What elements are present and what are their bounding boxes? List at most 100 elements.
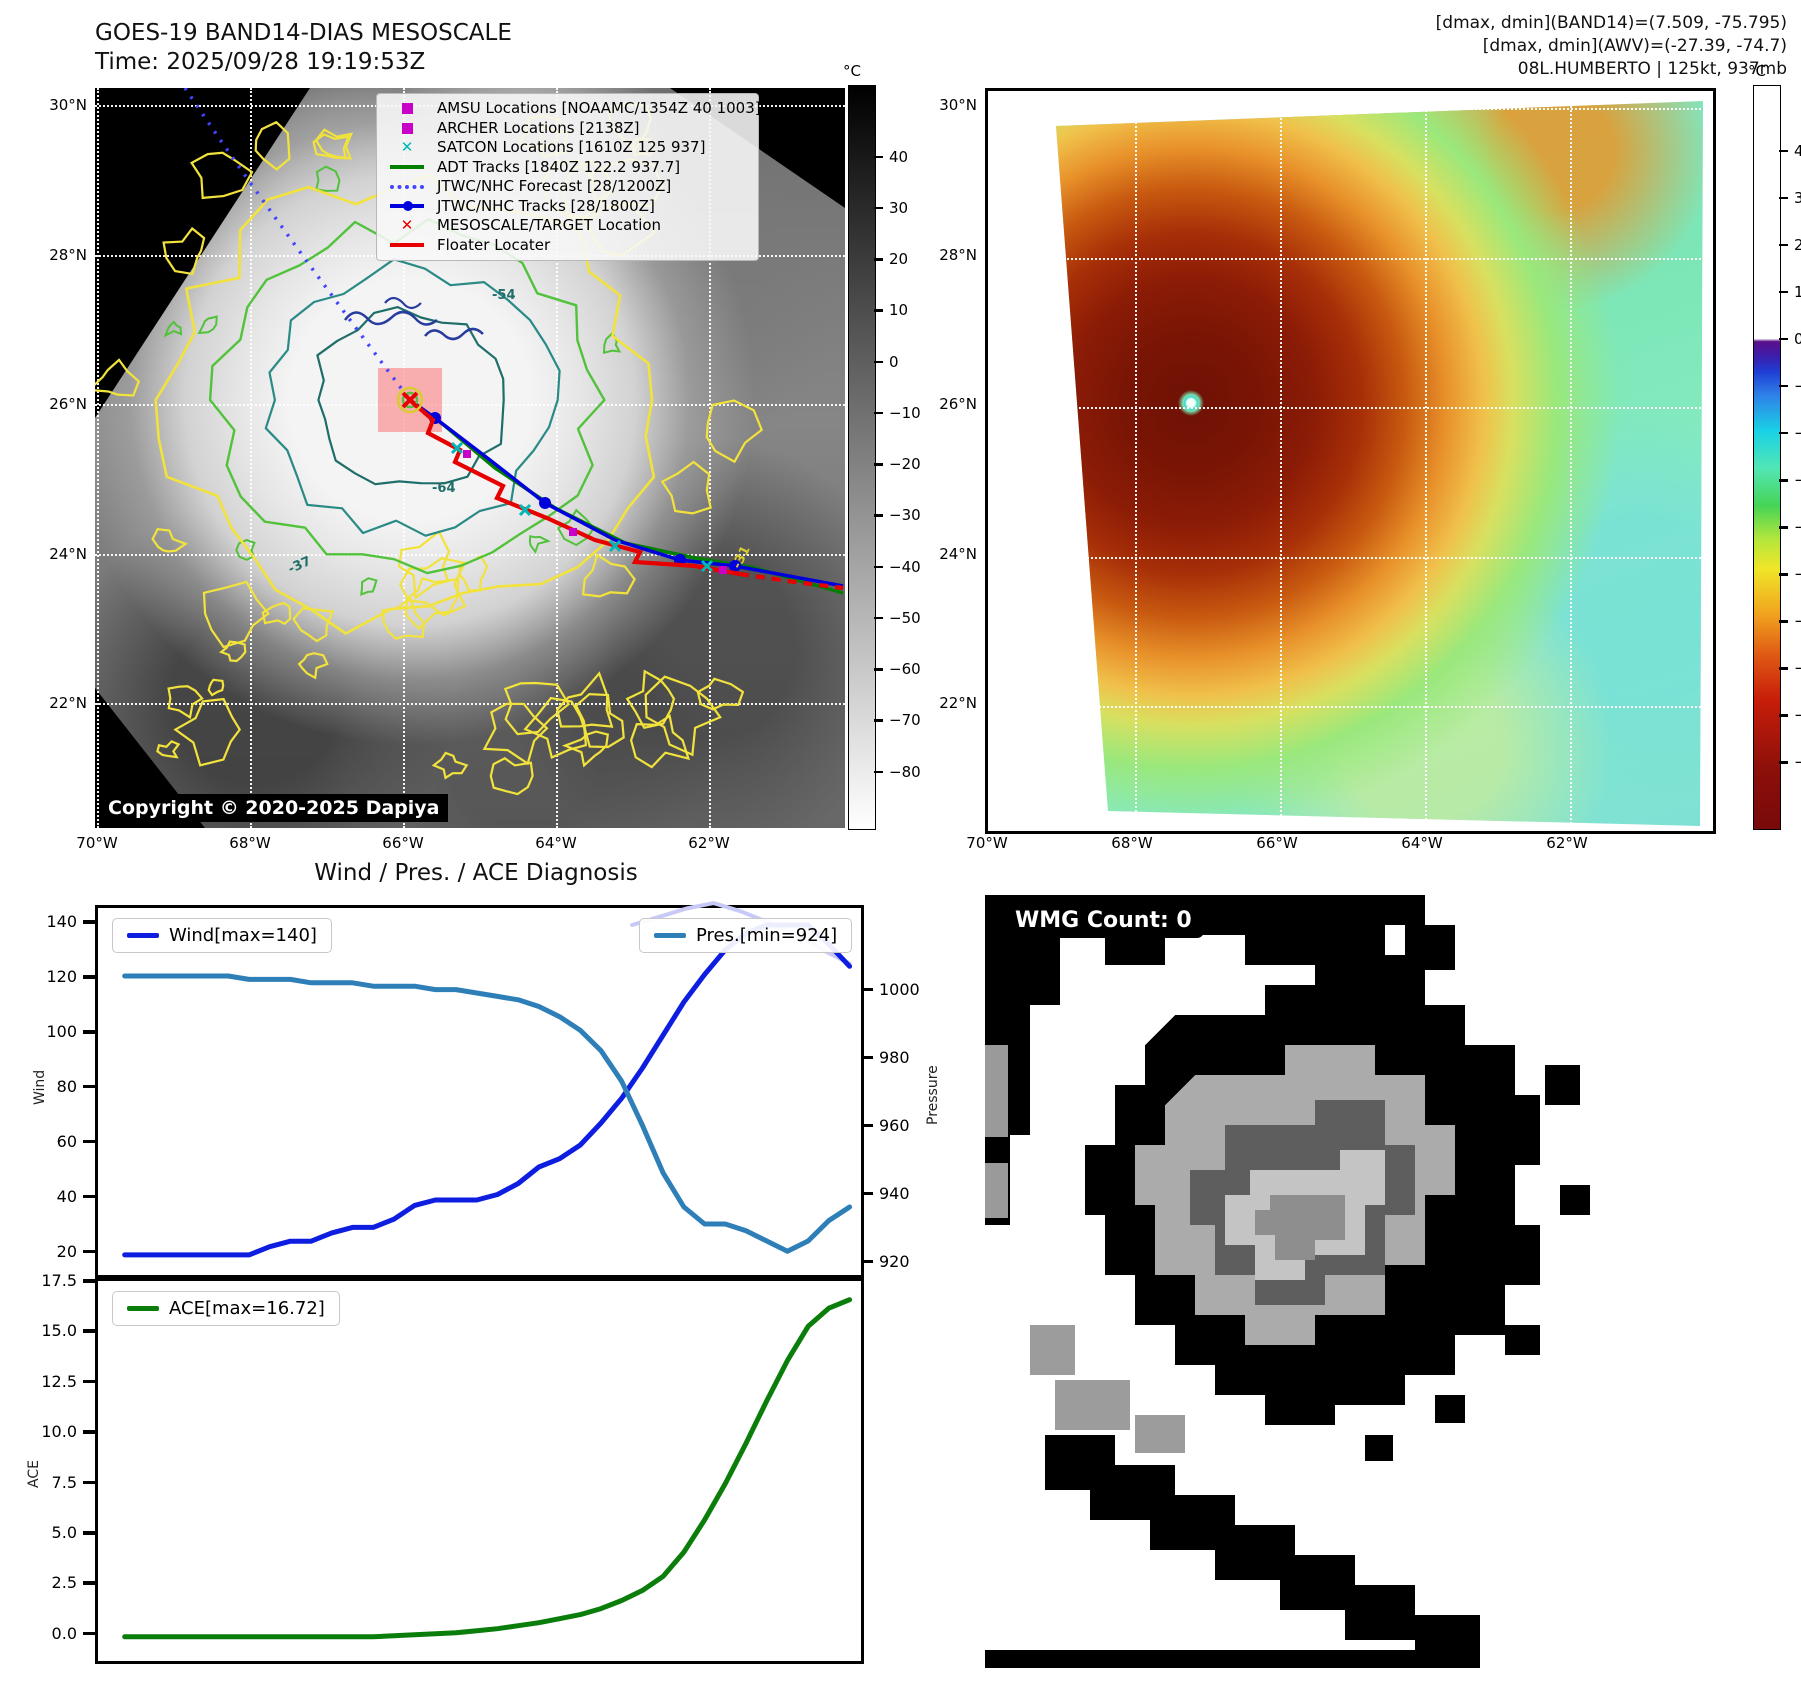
wmg-mask-image — [985, 895, 1590, 1668]
wind-pressure-chart: Wind[max=140] Pres.[min=924] — [95, 901, 864, 1278]
colorbar-tick-label: −30 — [1794, 471, 1801, 489]
left-map-y-tick: 30°N — [49, 96, 87, 114]
y-tick-mark — [83, 975, 95, 979]
colorbar-tick-label: −50 — [1794, 565, 1801, 584]
colorbar-tick-mark — [1779, 149, 1788, 153]
y-tick-mark — [83, 1249, 95, 1254]
right-map-y-tick: 26°N — [939, 395, 977, 413]
colorbar-tick-mark — [1779, 243, 1788, 247]
legend-item: AMSU Locations [NOAAMC/1354Z 40 1003] — [385, 99, 761, 119]
colorbar-tick-mark — [874, 668, 883, 671]
right-map-x-tick: 68°W — [1111, 834, 1153, 852]
colorbar-unit-right: °C — [1748, 62, 1766, 80]
colorbar-tick-mark — [874, 309, 883, 312]
colorbar-tick-mark — [874, 616, 883, 620]
swatch-dot — [403, 201, 413, 212]
legend-label: Floater Locater — [437, 235, 551, 254]
graticule-parallel — [988, 258, 1713, 260]
legend-label: MESOSCALE/TARGET Location — [437, 216, 662, 234]
left-map-x-tick: 66°W — [382, 834, 424, 852]
colorbar-tick-label: −20 — [1794, 423, 1801, 442]
swatch — [390, 201, 424, 212]
left-map-y-tick: 26°N — [49, 395, 87, 413]
y-tick-label: 120 — [46, 967, 77, 987]
y2-tick-mark — [861, 1123, 873, 1128]
colorbar-tick-label: −40 — [1794, 518, 1801, 537]
colorbar-tick-label: 20 — [1794, 235, 1801, 254]
right-map-y-tick: 30°N — [939, 96, 977, 114]
left-map-y-tick: 24°N — [49, 545, 87, 563]
graticule-parallel — [95, 404, 845, 406]
legend-item: ✕ SATCON Locations [1610Z 125 937] — [385, 138, 748, 158]
legend-label: JTWC/NHC Forecast [28/1200Z] — [437, 177, 672, 195]
y2-tick-label: 1000 — [879, 979, 920, 999]
y-tick-mark — [83, 920, 95, 924]
colorbar-tick-mark — [874, 155, 883, 159]
y2-tick-label: 940 — [879, 1183, 910, 1203]
graticule-meridian — [556, 88, 558, 828]
square-marker-icon — [385, 103, 429, 115]
y-tick-label: 140 — [46, 912, 77, 932]
chart-legend: ACE[max=16.72] — [112, 1291, 340, 1326]
colorbar-tick-mark — [874, 411, 883, 415]
dotted-marker-icon — [385, 184, 429, 189]
colorbar-tick-label: −60 — [889, 660, 921, 679]
colorbar-tick-mark — [874, 463, 883, 466]
colorbar-tick-label: 0 — [1794, 329, 1801, 348]
dmax-band14: [dmax, dmin](BAND14)=(7.509, -75.795) — [1435, 13, 1787, 33]
colorbar-tick-label: −10 — [1794, 376, 1801, 395]
page-title: GOES-19 BAND14-DIAS MESOSCALE — [95, 20, 512, 46]
legend-line-sample — [127, 1306, 159, 1311]
colorbar-tick-label: −60 — [1794, 612, 1801, 631]
line-marker-icon — [385, 165, 429, 170]
graticule-meridian — [1280, 91, 1282, 831]
legend-label: AMSU Locations [NOAAMC/1354Z 40 1003] — [437, 99, 761, 117]
left-map-x-tick: 70°W — [76, 834, 118, 852]
y2-tick-label: 920 — [879, 1251, 910, 1271]
dmax-awv: [dmax, dmin](AWV)=(-27.39, -74.7) — [1482, 36, 1787, 56]
y-tick-mark — [83, 1030, 95, 1034]
pressure-axis-label: Pressure — [925, 1065, 941, 1125]
colorbar-tick-label: −90 — [1794, 753, 1801, 772]
y-tick-mark — [83, 1631, 95, 1636]
colorbar-tick-label: −30 — [889, 506, 921, 525]
graticule-meridian — [1570, 91, 1572, 831]
colorbar-tick-mark — [1779, 196, 1788, 200]
colorbar-tick-label: −40 — [889, 557, 921, 576]
y2-tick-mark — [861, 987, 873, 992]
right-map-x-tick: 70°W — [966, 834, 1008, 852]
colorbar-tick-label: −70 — [889, 711, 921, 730]
colorbar-tick-label: 20 — [889, 250, 909, 269]
x-marker-icon: ✕ — [385, 216, 429, 236]
graticule-meridian — [97, 88, 99, 828]
chart-legend: Wind[max=140] — [112, 918, 332, 953]
legend-label: SATCON Locations [1610Z 125 937] — [437, 138, 706, 156]
series-Pres.[min=924] — [122, 973, 853, 1254]
colorbar-tick-mark — [1779, 573, 1788, 576]
graticule-meridian — [1135, 91, 1137, 831]
chart-legend-label: Pres.[min=924] — [696, 925, 838, 946]
y-tick-mark — [83, 1084, 95, 1089]
right-map-y-tick: 28°N — [939, 246, 977, 264]
swatch — [390, 184, 424, 189]
chart-legend-label: ACE[max=16.72] — [169, 1298, 325, 1319]
y-tick-mark — [83, 1531, 95, 1535]
colorbar-tick-mark — [1779, 526, 1788, 529]
colorbar-tick-mark — [1779, 714, 1788, 717]
legend-line-sample — [127, 933, 159, 938]
diagnosis-title: Wind / Pres. / ACE Diagnosis — [314, 860, 638, 886]
colorbar-tick-label: −20 — [889, 455, 921, 474]
left-map-x-tick: 68°W — [229, 834, 271, 852]
y-tick-label: 12.5 — [41, 1371, 77, 1391]
swatch: ✕ — [400, 138, 414, 156]
y-tick-label: 100 — [46, 1022, 77, 1041]
colorbar-tick-mark — [874, 258, 883, 261]
swatch: ✕ — [400, 216, 414, 234]
graticule-meridian — [403, 88, 405, 828]
colorbar-tick-mark — [1779, 337, 1788, 341]
colorbar-tick-mark — [1779, 667, 1788, 670]
y-tick-mark — [83, 1480, 95, 1485]
y-tick-mark — [83, 1279, 95, 1283]
y-tick-mark — [83, 1329, 95, 1333]
legend-line-sample — [654, 933, 686, 938]
